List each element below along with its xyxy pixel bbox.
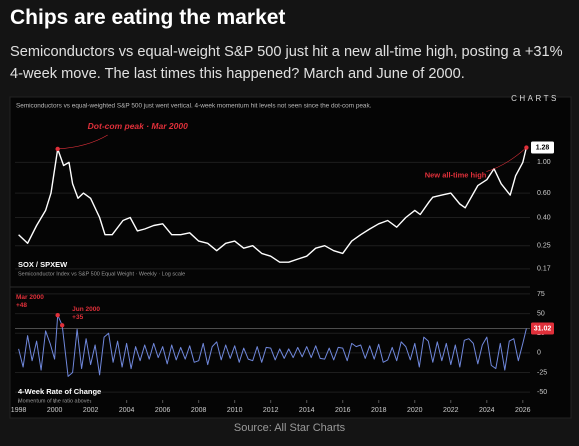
last-value-label: 1.28 xyxy=(536,144,550,151)
source: Source: All Star Charts xyxy=(233,422,346,434)
y-tick-label: 0.60 xyxy=(537,190,551,197)
x-tick-label: 2004 xyxy=(119,407,135,414)
panel-title: 4-Week Rate of Change xyxy=(18,387,101,396)
x-tick-label: 2000 xyxy=(47,407,63,414)
series-line xyxy=(18,147,528,263)
chart-panel xyxy=(9,96,572,419)
y-tick-label: -25 xyxy=(537,369,547,376)
y-tick-label: 0 xyxy=(537,350,541,357)
y-tick-label: 0.17 xyxy=(537,266,551,273)
annotation: Mar 2000 xyxy=(16,294,44,301)
x-tick-label: 2006 xyxy=(155,407,171,414)
annotation: Jun 2000 xyxy=(72,306,100,313)
x-tick-label: 2014 xyxy=(299,407,315,414)
value-label: +48 xyxy=(16,302,27,309)
x-tick-label: 2016 xyxy=(335,407,351,414)
last-value-label: 31.02 xyxy=(534,325,552,332)
x-tick-label: 2012 xyxy=(263,407,279,414)
logo: CHARTS xyxy=(511,94,559,103)
value-label: +35 xyxy=(72,314,83,321)
panel-caption: Semiconductors vs equal-weighted S&P 500… xyxy=(16,103,372,110)
post-subtitle: Semiconductors vs equal-weight S&P 500 j… xyxy=(10,44,563,82)
x-tick-label: 2024 xyxy=(479,407,495,414)
x-tick-label: 2008 xyxy=(191,407,207,414)
panel-title: SOX / SPXEW xyxy=(18,260,68,269)
annotation-dot xyxy=(55,312,60,318)
annotation: Dot-com peak · Mar 2000 xyxy=(88,121,188,131)
annotation-curve xyxy=(486,147,527,172)
y-tick-label: 0.40 xyxy=(537,214,551,221)
post-title: Chips are eating the market xyxy=(10,6,286,29)
y-tick-label: -50 xyxy=(537,389,547,396)
panel-subtitle: Semiconductor Index vs S&P 500 Equal Wei… xyxy=(18,271,185,277)
x-tick-label: 2018 xyxy=(371,407,387,414)
last-value-box xyxy=(531,322,554,335)
x-tick-label: 1998 xyxy=(11,407,27,414)
x-tick-label: 2026 xyxy=(515,407,531,414)
y-tick-label: 0.25 xyxy=(537,243,551,250)
x-tick-label: 2022 xyxy=(443,407,459,414)
y-tick-label: 50 xyxy=(537,310,545,317)
x-tick-label: 2010 xyxy=(227,407,243,414)
y-tick-label: 1.00 xyxy=(537,159,551,166)
series-line xyxy=(18,314,527,377)
y-tick-label: 75 xyxy=(537,291,545,298)
last-value-box xyxy=(531,141,554,154)
annotation-dot xyxy=(59,323,65,328)
x-tick-label: 2020 xyxy=(407,407,423,414)
x-tick-label: 2002 xyxy=(83,407,99,414)
annotation: New all-time high xyxy=(425,171,487,180)
panel-subtitle: Momentum of the ratio above xyxy=(18,398,90,404)
annotation-curve xyxy=(57,134,108,150)
